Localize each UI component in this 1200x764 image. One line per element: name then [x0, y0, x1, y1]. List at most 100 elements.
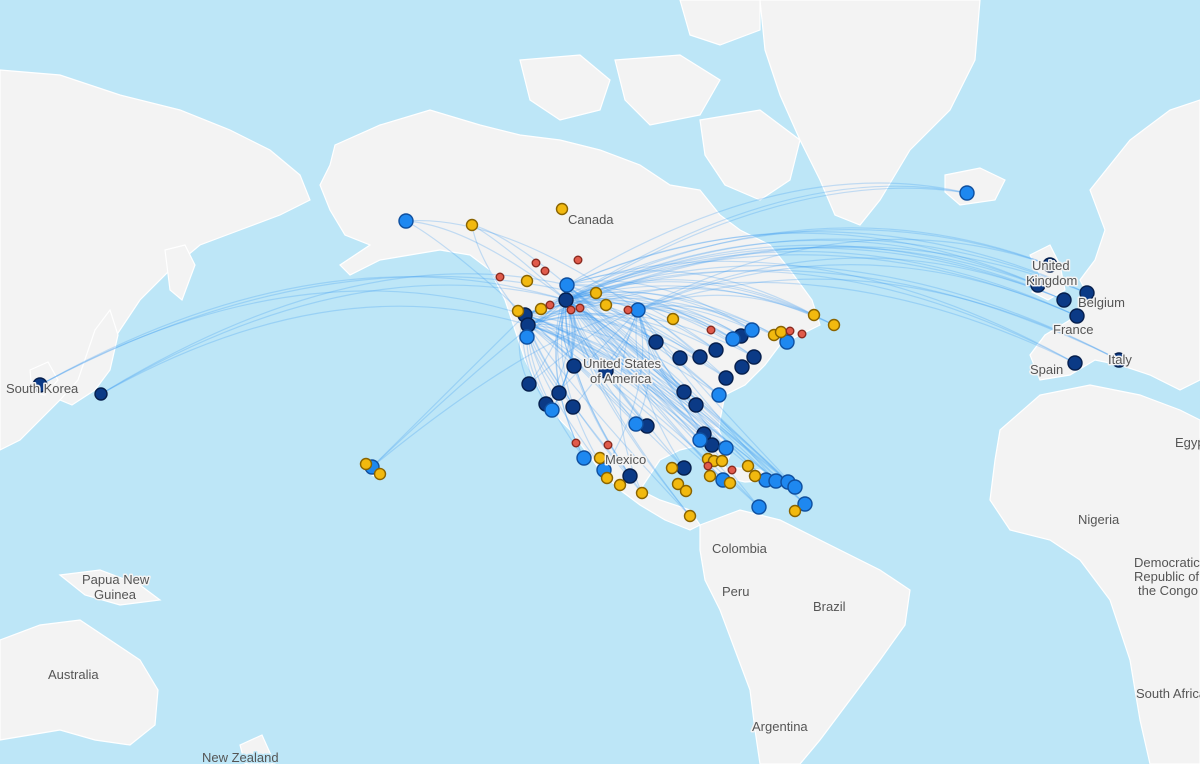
- airport-marker-seasonal[interactable]: [715, 454, 729, 468]
- route-line: [565, 238, 1088, 301]
- airport-marker-hub[interactable]: [565, 399, 581, 415]
- airport-marker-hub[interactable]: [1042, 257, 1058, 273]
- label-south-korea: South Korea: [6, 381, 79, 396]
- label-spain: Spain: [1030, 362, 1063, 377]
- airport-marker-hub[interactable]: [32, 377, 48, 393]
- airport-marker-hub[interactable]: [1079, 285, 1095, 301]
- airport-marker-seasonal[interactable]: [723, 476, 737, 490]
- airport-marker-hub[interactable]: [744, 322, 760, 338]
- airport-marker-seasonal[interactable]: [465, 218, 479, 232]
- airport-marker-seasonal[interactable]: [774, 325, 788, 339]
- airport-marker-hub[interactable]: [725, 331, 741, 347]
- airport-marker-hub[interactable]: [692, 432, 708, 448]
- label-drc-line1: Democratic: [1134, 555, 1200, 570]
- airport-marker-hub[interactable]: [676, 460, 692, 476]
- airport-marker-minor[interactable]: [575, 303, 585, 313]
- airport-marker-minor[interactable]: [703, 461, 713, 471]
- airport-marker-hub[interactable]: [1069, 308, 1085, 324]
- airport-marker-hub[interactable]: [708, 342, 724, 358]
- airport-marker-hub[interactable]: [1030, 277, 1046, 293]
- airport-marker-seasonal[interactable]: [666, 312, 680, 326]
- airport-marker-seasonal[interactable]: [635, 486, 649, 500]
- airport-marker-minor[interactable]: [727, 465, 737, 475]
- airport-marker-hub[interactable]: [628, 416, 644, 432]
- route-line: [566, 284, 806, 505]
- land-new-zealand: [239, 734, 276, 764]
- airport-marker-minor[interactable]: [573, 255, 583, 265]
- airport-marker-minor[interactable]: [545, 300, 555, 310]
- airport-marker-seasonal[interactable]: [373, 467, 387, 481]
- airport-marker-hub[interactable]: [648, 334, 664, 350]
- airport-marker-seasonal[interactable]: [589, 286, 603, 300]
- airport-marker-minor[interactable]: [566, 305, 576, 315]
- airport-marker-hub[interactable]: [672, 350, 688, 366]
- airport-marker-seasonal[interactable]: [665, 461, 679, 475]
- airport-marker-seasonal[interactable]: [807, 308, 821, 322]
- airport-marker-minor[interactable]: [797, 329, 807, 339]
- airport-marker-seasonal[interactable]: [683, 509, 697, 523]
- airport-marker-hub[interactable]: [566, 358, 582, 374]
- route-line: [527, 287, 815, 326]
- airport-marker-hub[interactable]: [551, 385, 567, 401]
- airport-marker-hub[interactable]: [779, 334, 795, 350]
- airport-marker-hub[interactable]: [751, 499, 767, 515]
- airport-marker-minor[interactable]: [785, 326, 795, 336]
- airport-marker-seasonal[interactable]: [741, 459, 755, 473]
- airport-marker-minor[interactable]: [623, 305, 633, 315]
- airport-marker-hub[interactable]: [519, 329, 535, 345]
- airport-marker-hub[interactable]: [558, 292, 574, 308]
- airport-marker-hub[interactable]: [398, 213, 414, 229]
- airport-marker-hub[interactable]: [598, 363, 614, 379]
- route-line: [565, 250, 1078, 317]
- airport-marker-hub[interactable]: [94, 387, 108, 401]
- airport-marker-minor[interactable]: [540, 266, 550, 276]
- airport-marker-hub[interactable]: [746, 349, 762, 365]
- airport-marker-minor[interactable]: [706, 325, 716, 335]
- airport-marker-seasonal[interactable]: [679, 484, 693, 498]
- airport-marker-hub[interactable]: [718, 370, 734, 386]
- airport-marker-minor[interactable]: [603, 440, 613, 450]
- airport-marker-hub[interactable]: [521, 376, 537, 392]
- airport-marker-minor[interactable]: [495, 272, 505, 282]
- airport-marker-seasonal[interactable]: [788, 504, 802, 518]
- route-line: [566, 284, 789, 483]
- airport-marker-hub[interactable]: [1056, 292, 1072, 308]
- airport-marker-seasonal[interactable]: [748, 469, 762, 483]
- airport-marker-hub[interactable]: [692, 349, 708, 365]
- airport-marker-minor[interactable]: [531, 258, 541, 268]
- airport-marker-seasonal[interactable]: [534, 302, 548, 316]
- airport-marker-seasonal[interactable]: [359, 457, 373, 471]
- label-nigeria: Nigeria: [1078, 512, 1120, 527]
- airport-marker-hub[interactable]: [688, 397, 704, 413]
- airport-marker-hub[interactable]: [544, 402, 560, 418]
- airport-marker-seasonal[interactable]: [511, 304, 525, 318]
- route-line: [566, 280, 753, 331]
- airport-marker-hub[interactable]: [1111, 352, 1127, 368]
- route-line: [524, 314, 685, 469]
- land-japan: [58, 308, 119, 406]
- airport-marker-minor[interactable]: [571, 438, 581, 448]
- airport-marker-hub[interactable]: [630, 302, 646, 318]
- airport-marker-seasonal[interactable]: [555, 202, 569, 216]
- airport-marker-hub[interactable]: [676, 384, 692, 400]
- airport-marker-seasonal[interactable]: [520, 274, 534, 288]
- airport-marker-seasonal[interactable]: [600, 471, 614, 485]
- airport-marker-seasonal[interactable]: [703, 469, 717, 483]
- airport-markers: [32, 185, 1127, 523]
- airport-marker-seasonal[interactable]: [671, 477, 685, 491]
- airport-marker-hub[interactable]: [559, 277, 575, 293]
- airport-marker-hub[interactable]: [711, 387, 727, 403]
- airport-marker-hub[interactable]: [1067, 355, 1083, 371]
- airport-marker-hub[interactable]: [959, 185, 975, 201]
- airport-marker-hub[interactable]: [622, 468, 638, 484]
- airport-marker-hub[interactable]: [576, 450, 592, 466]
- airport-marker-seasonal[interactable]: [593, 451, 607, 465]
- airport-marker-seasonal[interactable]: [827, 318, 841, 332]
- airport-marker-hub[interactable]: [787, 479, 803, 495]
- airport-marker-seasonal[interactable]: [599, 298, 613, 312]
- airport-marker-hub[interactable]: [734, 359, 750, 375]
- airport-marker-hub[interactable]: [718, 440, 734, 456]
- airport-marker-hub[interactable]: [797, 496, 813, 512]
- airport-marker-seasonal[interactable]: [613, 478, 627, 492]
